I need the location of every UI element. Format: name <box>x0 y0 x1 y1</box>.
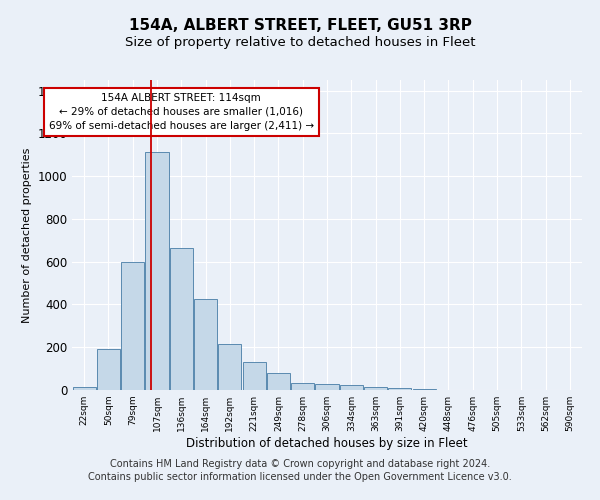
Bar <box>218 344 241 390</box>
Bar <box>97 350 120 390</box>
Bar <box>388 388 412 390</box>
Bar <box>194 299 217 390</box>
Text: Size of property relative to detached houses in Fleet: Size of property relative to detached ho… <box>125 36 475 49</box>
Bar <box>291 382 314 390</box>
Text: Contains HM Land Registry data © Crown copyright and database right 2024.
Contai: Contains HM Land Registry data © Crown c… <box>88 460 512 482</box>
Bar <box>170 248 193 390</box>
Bar <box>340 384 363 390</box>
Bar <box>364 387 387 390</box>
Bar <box>242 362 266 390</box>
X-axis label: Distribution of detached houses by size in Fleet: Distribution of detached houses by size … <box>186 437 468 450</box>
Bar <box>413 389 436 390</box>
Text: 154A ALBERT STREET: 114sqm
← 29% of detached houses are smaller (1,016)
69% of s: 154A ALBERT STREET: 114sqm ← 29% of deta… <box>49 93 314 131</box>
Bar <box>73 387 95 390</box>
Bar <box>316 384 338 390</box>
Bar <box>267 373 290 390</box>
Y-axis label: Number of detached properties: Number of detached properties <box>22 148 32 322</box>
Bar <box>145 152 169 390</box>
Bar <box>121 262 144 390</box>
Text: 154A, ALBERT STREET, FLEET, GU51 3RP: 154A, ALBERT STREET, FLEET, GU51 3RP <box>128 18 472 32</box>
